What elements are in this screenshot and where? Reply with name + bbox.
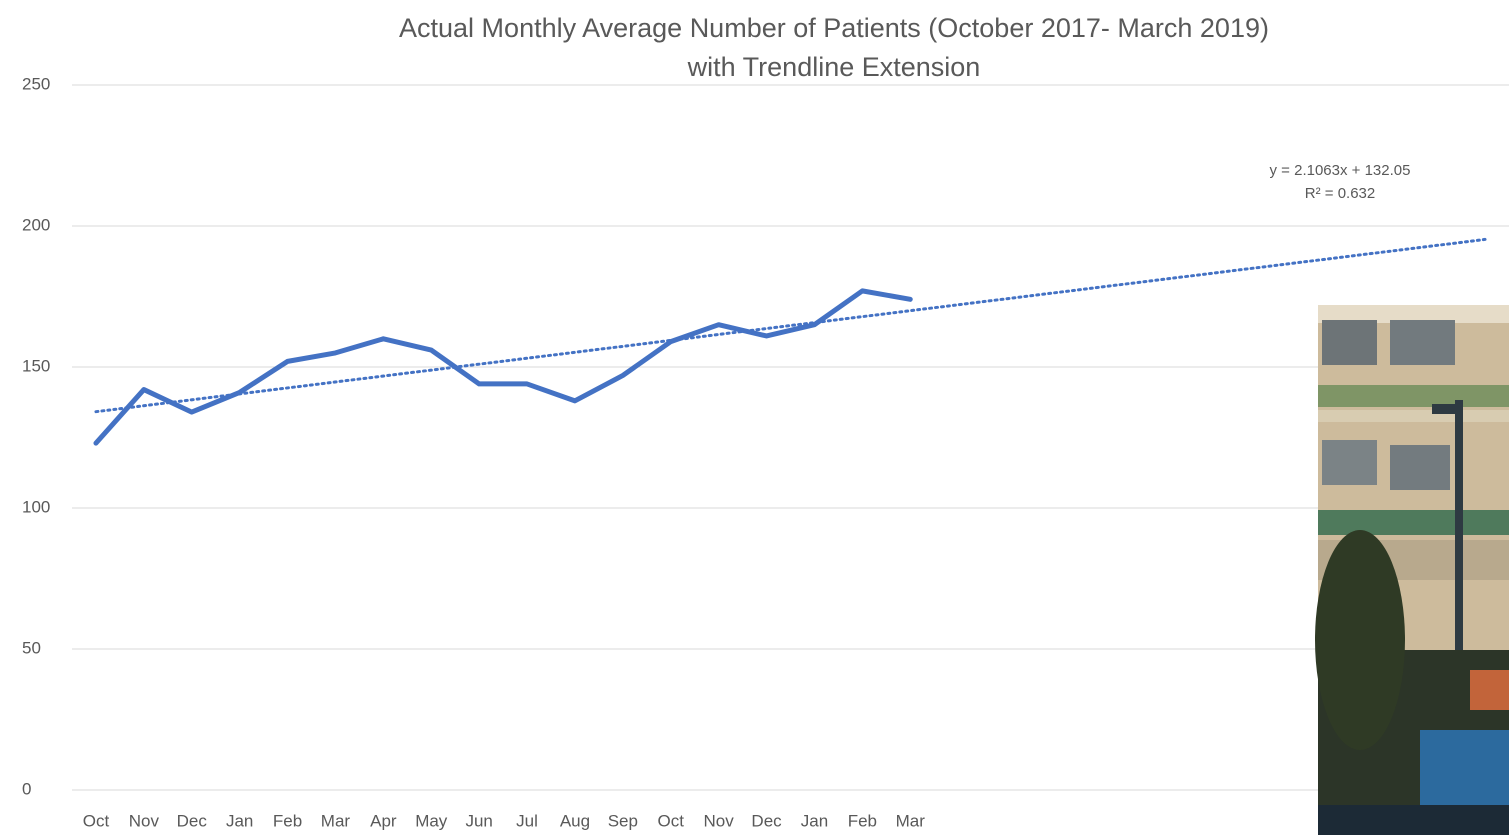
x-tick-label: Dec bbox=[751, 811, 782, 830]
chart: Actual Monthly Average Number of Patient… bbox=[0, 0, 1509, 835]
y-tick-label: 250 bbox=[22, 74, 50, 93]
photo-stripe bbox=[1318, 385, 1509, 407]
photo-lamp bbox=[1432, 404, 1462, 414]
x-tick-label: Jul bbox=[516, 811, 538, 830]
photo-window bbox=[1322, 320, 1377, 365]
x-tick-label: Feb bbox=[848, 811, 877, 830]
x-tick-label: May bbox=[415, 811, 448, 830]
x-tick-label: Feb bbox=[273, 811, 302, 830]
x-tick-label: Dec bbox=[177, 811, 208, 830]
y-tick-label: 0 bbox=[22, 779, 31, 798]
trendline-equation: y = 2.1063x + 132.05 bbox=[1270, 162, 1411, 179]
x-tick-label: Nov bbox=[129, 811, 160, 830]
y-tick-label: 150 bbox=[22, 356, 50, 375]
photo-window bbox=[1322, 440, 1377, 485]
photo-stripe bbox=[1318, 410, 1509, 422]
photo-truck bbox=[1420, 730, 1509, 805]
photo-window bbox=[1390, 320, 1455, 365]
x-tick-label: Mar bbox=[321, 811, 351, 830]
x-tick-label: Mar bbox=[896, 811, 926, 830]
y-tick-label: 50 bbox=[22, 638, 41, 657]
x-tick-label: Sep bbox=[608, 811, 638, 830]
photo-window bbox=[1390, 445, 1450, 490]
x-tick-label: Jun bbox=[465, 811, 492, 830]
photo-awning bbox=[1470, 670, 1509, 710]
y-tick-label: 200 bbox=[22, 215, 50, 234]
x-tick-label: Oct bbox=[658, 811, 685, 830]
x-tick-label: Oct bbox=[83, 811, 110, 830]
trendline bbox=[96, 239, 1485, 411]
photo bbox=[1315, 305, 1509, 835]
chart-title: Actual Monthly Average Number of Patient… bbox=[399, 13, 1269, 43]
photo-stripe bbox=[1318, 510, 1509, 535]
chart-title: with Trendline Extension bbox=[687, 52, 981, 82]
x-tick-label: Nov bbox=[704, 811, 735, 830]
y-tick-label: 100 bbox=[22, 497, 50, 516]
x-tick-label: Aug bbox=[560, 811, 590, 830]
x-tick-label: Apr bbox=[370, 811, 397, 830]
plot-area: 0 50 100 150 200 250 Oct Nov Dec Jan Feb Mar Apr May J… bbox=[22, 74, 1509, 830]
photo-tree bbox=[1315, 530, 1405, 750]
x-tick-label: Jan bbox=[801, 811, 828, 830]
photo-fence bbox=[1318, 805, 1509, 835]
x-tick-label: Jan bbox=[226, 811, 253, 830]
trendline-r-squared: R² = 0.632 bbox=[1305, 185, 1375, 202]
